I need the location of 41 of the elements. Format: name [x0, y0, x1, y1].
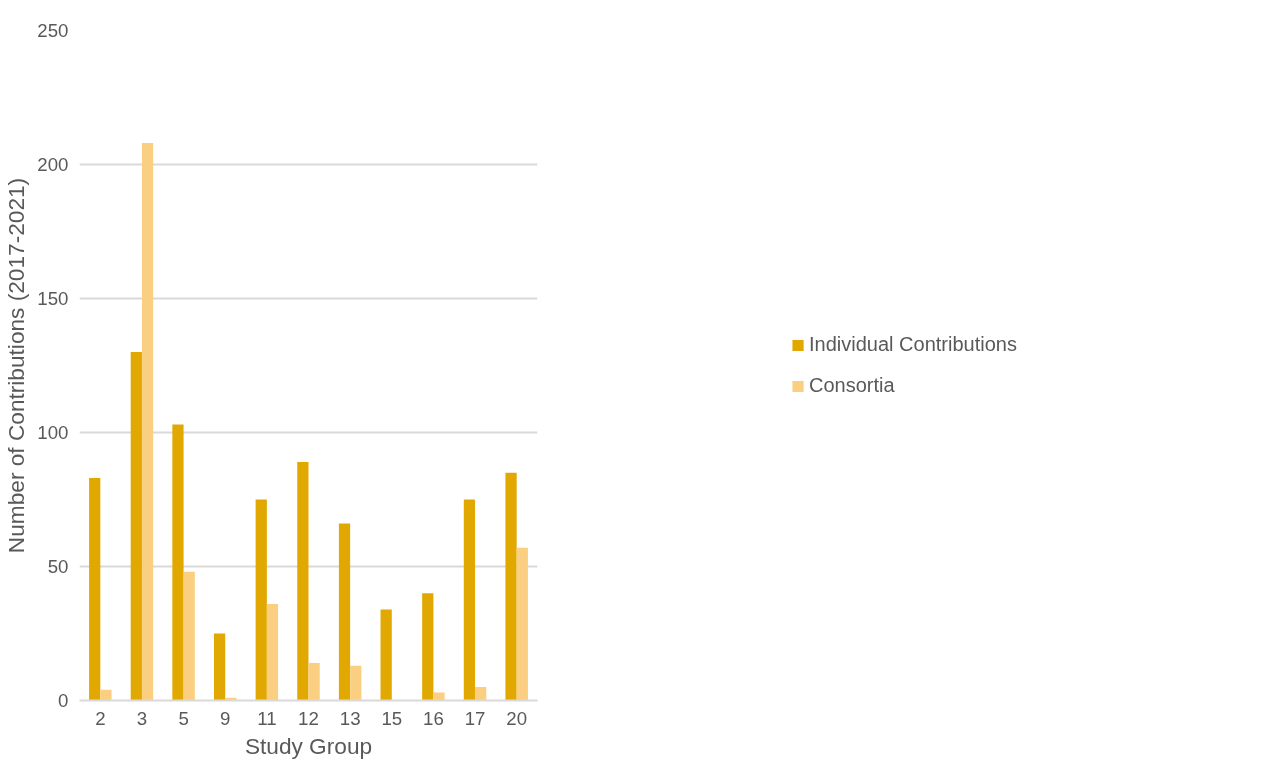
x-tick-label: 3: [136, 707, 148, 729]
legend-label: Individual Contributions: [809, 333, 1017, 356]
bar: [350, 665, 362, 701]
bar: [100, 689, 112, 701]
x-tick-label: 5: [178, 707, 189, 729]
y-tick-label: 200: [37, 154, 69, 175]
bar: [380, 609, 392, 701]
legend-label: Consortia: [809, 374, 895, 397]
bar: [475, 687, 487, 701]
bar: [130, 352, 142, 701]
y-axis-title: Number of Contributions (2017-2021): [3, 177, 30, 554]
bar: [172, 424, 184, 701]
bar: [516, 547, 528, 701]
x-axis-title: Study Group: [244, 732, 373, 759]
x-tick-label: 16: [423, 707, 444, 729]
bar: [266, 604, 279, 701]
x-tick-label: 17: [464, 707, 486, 729]
bar: [463, 499, 476, 701]
x-tick-label: 20: [506, 707, 528, 729]
y-tick-label: 0: [58, 690, 69, 711]
x-tick-label: 13: [339, 707, 361, 729]
bar: [213, 633, 226, 701]
bar: [338, 523, 351, 701]
bar: [308, 662, 320, 701]
x-tick-label: 12: [298, 707, 319, 729]
y-tick-label: 50: [47, 556, 69, 577]
y-tick-label: 100: [37, 422, 69, 443]
y-tick-label: 150: [37, 288, 69, 309]
x-tick-label: 11: [257, 707, 277, 729]
y-tick-label: 250: [37, 20, 69, 41]
x-tick-label: 2: [95, 707, 106, 729]
x-tick-label: 9: [220, 707, 231, 729]
bar: [89, 478, 101, 701]
bar: [141, 143, 154, 701]
x-tick-label: 15: [381, 707, 403, 729]
bar: [183, 571, 195, 701]
bar: [297, 461, 309, 701]
bar: [422, 593, 434, 701]
bar: [505, 472, 517, 701]
bar: [433, 692, 445, 701]
bar: [255, 499, 267, 701]
